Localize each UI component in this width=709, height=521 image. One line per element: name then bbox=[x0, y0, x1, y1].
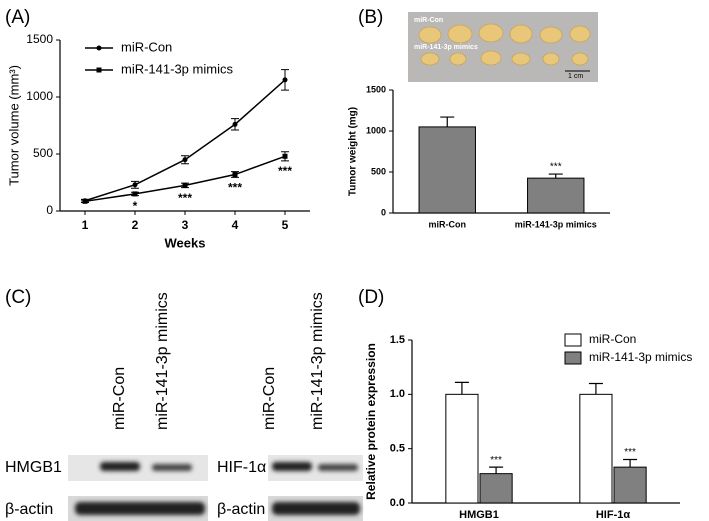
scale-bar-label: 1 cm bbox=[568, 73, 583, 80]
panel-label: (D) bbox=[358, 287, 384, 308]
annotation: *** bbox=[178, 191, 192, 205]
western-blot: (C) miR-Con miR-141-3p mimics miR-Con mi… bbox=[5, 287, 363, 521]
panel-label: (A) bbox=[5, 7, 30, 28]
y-axis-label: Tumor volume (mm³) bbox=[6, 65, 21, 186]
legend-label: miR-Con bbox=[589, 332, 636, 346]
legend-swatch bbox=[564, 333, 582, 347]
marker bbox=[282, 153, 288, 159]
y-tick-label: 1.5 bbox=[390, 334, 405, 346]
legend-label: miR-Con bbox=[121, 39, 172, 54]
blot-column-label: miR-Con bbox=[261, 367, 278, 430]
photo-label: miR-Con bbox=[414, 17, 443, 24]
photo-background bbox=[408, 12, 598, 82]
marker bbox=[232, 121, 238, 127]
marker bbox=[232, 172, 238, 178]
y-tick-label: 1500 bbox=[26, 32, 53, 46]
legend-marker bbox=[96, 67, 102, 73]
x-axis-label: Weeks bbox=[165, 235, 206, 250]
marker bbox=[182, 182, 188, 188]
error-bar bbox=[440, 116, 455, 127]
tumor-photo: miR-Con miR-141-3p mimics 1 cm bbox=[408, 12, 598, 82]
annotation: *** bbox=[624, 447, 636, 458]
y-tick-label: 500 bbox=[371, 166, 386, 176]
marker bbox=[82, 198, 88, 204]
y-tick-label: 1000 bbox=[366, 125, 386, 135]
x-tick-label: 2 bbox=[132, 218, 139, 232]
legend-label: miR-141-3p mimics bbox=[589, 350, 692, 364]
annotation: *** bbox=[490, 455, 502, 466]
y-tick-label: 1000 bbox=[26, 89, 53, 103]
x-tick-label: 4 bbox=[232, 218, 239, 232]
annotation: *** bbox=[278, 164, 292, 178]
marker bbox=[182, 157, 188, 163]
bar bbox=[445, 393, 479, 504]
blot-row-label: β-actin bbox=[5, 501, 53, 518]
error-bar bbox=[489, 466, 504, 474]
error-bar bbox=[548, 173, 563, 179]
x-tick-label: miR-141-3p mimics bbox=[515, 219, 597, 229]
y-axis-label: Tumor weight (mg) bbox=[348, 107, 359, 196]
marker bbox=[282, 77, 288, 83]
blot-row-label: β-actin bbox=[217, 501, 265, 518]
x-tick-label: miR-Con bbox=[429, 219, 467, 229]
x-tick-label: 5 bbox=[282, 218, 289, 232]
annotation: *** bbox=[228, 181, 242, 195]
tumors bbox=[418, 23, 591, 66]
bar bbox=[479, 473, 513, 504]
y-tick-label: 500 bbox=[33, 146, 53, 160]
blot-column-label: miR-Con bbox=[111, 367, 128, 430]
blot-column-label: miR-141-3p mimics bbox=[309, 292, 326, 430]
blot-column-label: miR-141-3p mimics bbox=[154, 292, 171, 430]
blot-row-label: HIF-1α bbox=[217, 459, 266, 476]
bar bbox=[579, 393, 613, 504]
blot-row-label: HMGB1 bbox=[5, 459, 62, 476]
bar bbox=[527, 177, 585, 214]
y-tick-label: 0 bbox=[381, 207, 386, 217]
annotation: * bbox=[133, 199, 138, 213]
x-tick-label: 3 bbox=[182, 218, 189, 232]
y-tick-label: 0.5 bbox=[390, 443, 405, 455]
x-tick-label: HIF-1α bbox=[596, 509, 631, 521]
annotation: *** bbox=[550, 162, 562, 173]
x-tick-label: 1 bbox=[82, 218, 89, 232]
y-axis-label: Relative protein expression bbox=[364, 343, 378, 500]
photo-label: miR-141-3p mimics bbox=[414, 44, 478, 51]
bar bbox=[613, 466, 647, 504]
legend-swatch bbox=[564, 351, 582, 365]
error-bar bbox=[588, 382, 603, 395]
y-tick-label: 1.0 bbox=[390, 388, 405, 400]
blot-bands bbox=[75, 462, 360, 515]
x-tick-label: HMGB1 bbox=[459, 509, 499, 521]
marker bbox=[132, 182, 138, 188]
panel-label: (C) bbox=[5, 287, 31, 308]
bar bbox=[418, 126, 476, 214]
y-tick-label: 1500 bbox=[366, 84, 386, 94]
y-tick-label: 0 bbox=[46, 203, 53, 217]
marker bbox=[132, 191, 138, 197]
panel-label: (B) bbox=[358, 7, 383, 28]
error-bar bbox=[623, 458, 638, 468]
legend-label: miR-141-3p mimics bbox=[121, 61, 233, 76]
legend-marker bbox=[96, 45, 102, 51]
error-bar bbox=[454, 381, 469, 395]
y-tick-label: 0.0 bbox=[390, 497, 405, 509]
